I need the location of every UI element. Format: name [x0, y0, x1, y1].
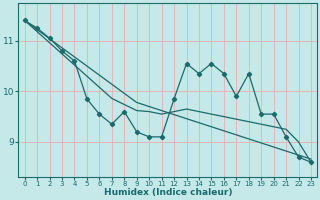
X-axis label: Humidex (Indice chaleur): Humidex (Indice chaleur) — [104, 188, 232, 197]
